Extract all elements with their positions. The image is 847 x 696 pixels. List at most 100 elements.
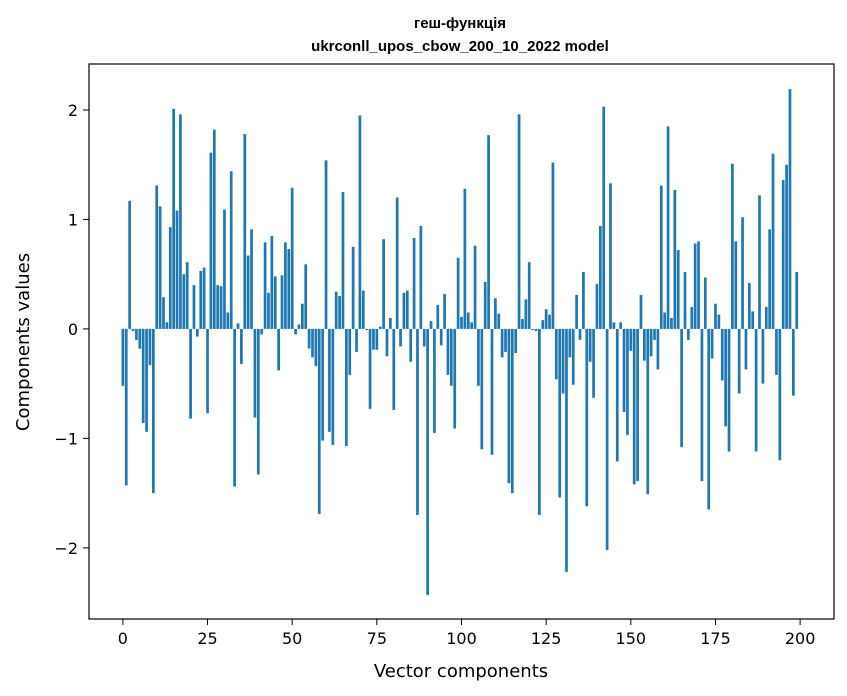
- bar: [463, 188, 467, 329]
- x-axis-ticks: 0 25 50 75 100 125 150 175 200: [118, 619, 815, 648]
- bar: [311, 328, 314, 358]
- bar: [497, 313, 501, 329]
- bar: [172, 108, 176, 329]
- bar: [795, 271, 799, 329]
- bar: [328, 328, 331, 432]
- bar: [514, 328, 518, 353]
- bar: [270, 235, 274, 329]
- bar: [256, 328, 260, 475]
- bar: [240, 328, 243, 364]
- bar: [199, 270, 203, 329]
- bar: [141, 328, 145, 424]
- x-tick-label: 50: [282, 629, 302, 648]
- bar: [307, 328, 311, 349]
- y-tick-label: −2: [54, 539, 78, 558]
- bar: [659, 185, 663, 329]
- bar: [741, 217, 744, 329]
- bar: [280, 275, 284, 329]
- x-tick-label: 0: [118, 629, 128, 648]
- bar: [378, 326, 382, 329]
- bar: [189, 328, 192, 419]
- bar: [504, 328, 507, 352]
- bar: [558, 328, 562, 498]
- bar: [670, 317, 673, 329]
- bar: [710, 328, 714, 359]
- bar: [206, 328, 209, 414]
- bar: [548, 314, 551, 329]
- plot-area-frame: [88, 63, 835, 620]
- bar: [480, 328, 484, 450]
- bar: [737, 328, 741, 394]
- bar: [517, 114, 521, 329]
- bar: [267, 292, 270, 329]
- bars-group: [121, 89, 799, 595]
- bar: [619, 322, 623, 329]
- bar: [331, 328, 335, 445]
- bar: [182, 274, 186, 329]
- bar: [324, 160, 328, 329]
- bar: [731, 163, 734, 329]
- bar: [527, 262, 531, 329]
- bar: [317, 328, 321, 514]
- bar: [781, 180, 785, 329]
- bar: [426, 328, 429, 595]
- bar: [490, 328, 494, 455]
- bar: [585, 328, 589, 507]
- bar: [649, 328, 653, 357]
- bar: [287, 249, 291, 329]
- bar: [236, 323, 240, 329]
- bar: [785, 164, 788, 329]
- y-axis-ticks: −2 −1 0 1 2: [54, 101, 89, 558]
- bar: [487, 135, 490, 329]
- bar: [626, 328, 629, 436]
- bar: [355, 328, 358, 352]
- bar: [643, 328, 646, 361]
- bar: [524, 299, 528, 329]
- bar: [605, 328, 609, 551]
- bar: [273, 276, 277, 329]
- chart-title-line2: ukrconll_upos_cbow_200_10_2022 model: [311, 38, 609, 55]
- bar: [148, 328, 152, 366]
- y-tick-label: −1: [54, 429, 78, 448]
- bar: [551, 162, 555, 329]
- bar: [754, 328, 758, 452]
- bar: [687, 328, 690, 340]
- x-tick-label: 25: [197, 629, 217, 648]
- bar: [460, 316, 463, 329]
- bar: [470, 322, 474, 329]
- bar: [162, 297, 165, 329]
- bar: [703, 277, 707, 329]
- bar: [544, 309, 548, 329]
- bar: [151, 328, 155, 494]
- bar: [568, 328, 572, 358]
- bar: [714, 303, 717, 329]
- bar: [477, 328, 480, 386]
- bar: [449, 328, 453, 386]
- bar: [636, 328, 639, 482]
- bar: [595, 284, 599, 329]
- bar: [666, 126, 670, 329]
- bar: [436, 304, 440, 329]
- bar: [314, 328, 318, 367]
- bar: [348, 328, 352, 375]
- bar: [145, 328, 148, 432]
- bar: [653, 328, 656, 340]
- bar: [277, 328, 280, 371]
- bar: [375, 328, 379, 350]
- bar: [372, 328, 375, 350]
- bar: [250, 229, 253, 329]
- bar: [246, 255, 250, 329]
- y-tick-label: 1: [68, 210, 78, 229]
- bar: [138, 328, 142, 349]
- bar: [212, 129, 216, 329]
- bar: [135, 328, 138, 340]
- bar: [121, 328, 125, 386]
- bar: [300, 303, 304, 329]
- bar: [693, 243, 697, 329]
- bar: [284, 242, 287, 329]
- bar: [365, 328, 369, 330]
- bar: [771, 153, 775, 329]
- bar: [720, 328, 724, 381]
- bar: [510, 328, 514, 494]
